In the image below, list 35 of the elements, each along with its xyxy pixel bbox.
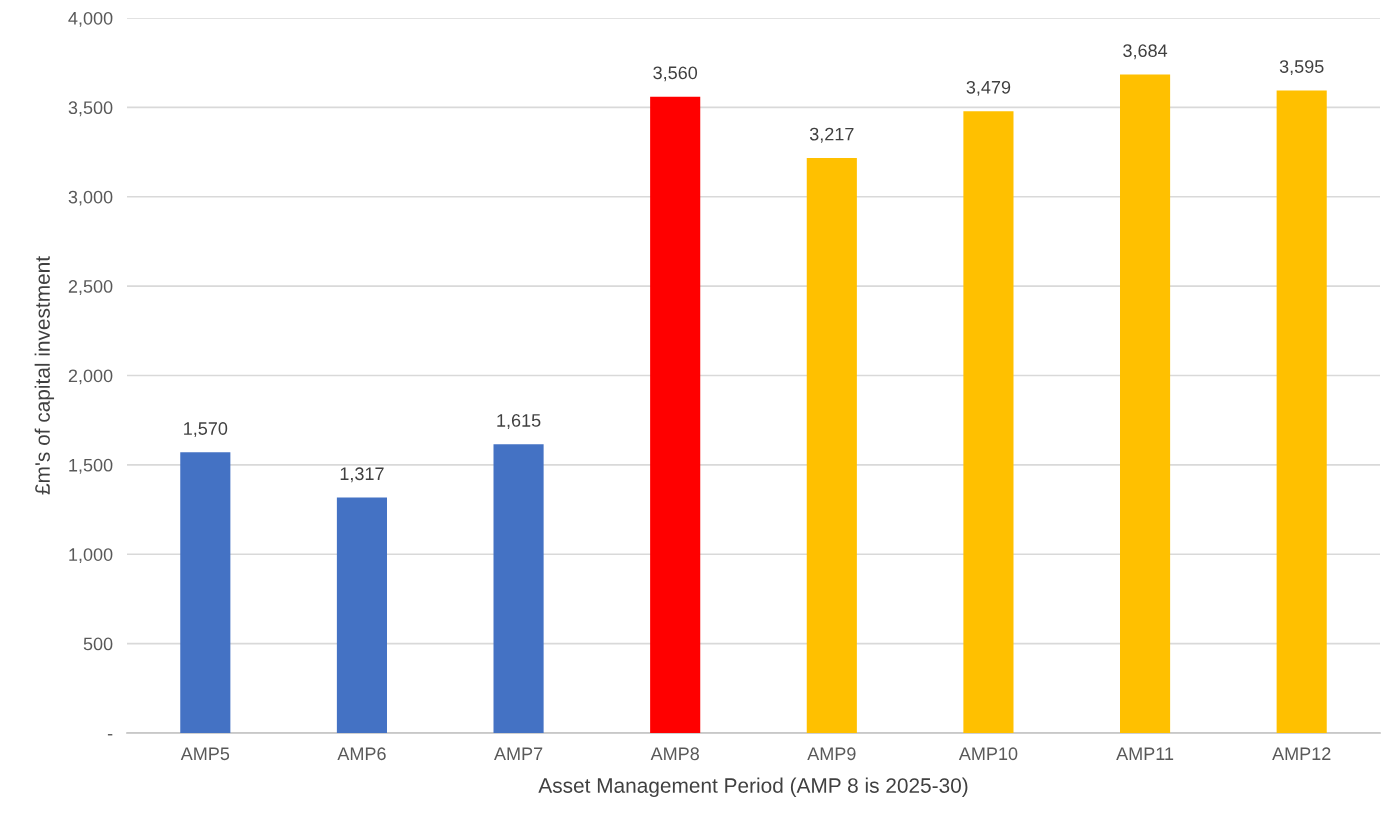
y-tick-label: 3,000 <box>68 190 113 206</box>
y-axis-title: £m's of capital investment <box>34 256 55 495</box>
y-tick-label: 1,000 <box>69 548 113 564</box>
x-tick-label: AMP6 <box>337 747 386 761</box>
data-label: 3,217 <box>809 127 854 143</box>
data-label: 1,570 <box>184 422 228 438</box>
data-label: 3,560 <box>653 66 698 82</box>
x-axis-title: Asset Management Period (AMP 8 is 2025-30) <box>538 777 968 798</box>
x-tick-label: AMP10 <box>958 747 1018 761</box>
bar <box>806 157 857 733</box>
y-tick-label: 4,000 <box>68 11 113 27</box>
bar <box>963 111 1014 733</box>
x-tick-label: AMP11 <box>1116 747 1174 760</box>
y-tick-label: 500 <box>83 637 113 651</box>
data-label: 3,479 <box>966 80 1011 96</box>
bar <box>1276 90 1327 733</box>
x-tick-label: AMP12 <box>1272 747 1331 760</box>
y-tick-label: 3,500 <box>68 101 113 117</box>
y-tick-label: 2,500 <box>68 280 113 295</box>
x-tick-label: AMP8 <box>650 747 699 761</box>
y-tick-label: 1,500 <box>69 458 113 474</box>
y-tick-label: - <box>107 734 113 736</box>
x-tick-label: AMP9 <box>807 747 856 761</box>
bar <box>650 96 701 733</box>
data-label: 1,317 <box>340 467 384 483</box>
y-tick-label: 2,000 <box>68 369 113 385</box>
data-label: 3,684 <box>1123 44 1168 60</box>
bar <box>493 444 544 733</box>
data-label: 3,595 <box>1279 60 1324 76</box>
x-tick-label: AMP5 <box>180 747 230 761</box>
x-tick-label: AMP7 <box>494 747 543 760</box>
bar <box>1120 74 1171 733</box>
bar <box>336 497 387 733</box>
data-label: 1,615 <box>497 414 541 429</box>
bar <box>180 452 231 733</box>
